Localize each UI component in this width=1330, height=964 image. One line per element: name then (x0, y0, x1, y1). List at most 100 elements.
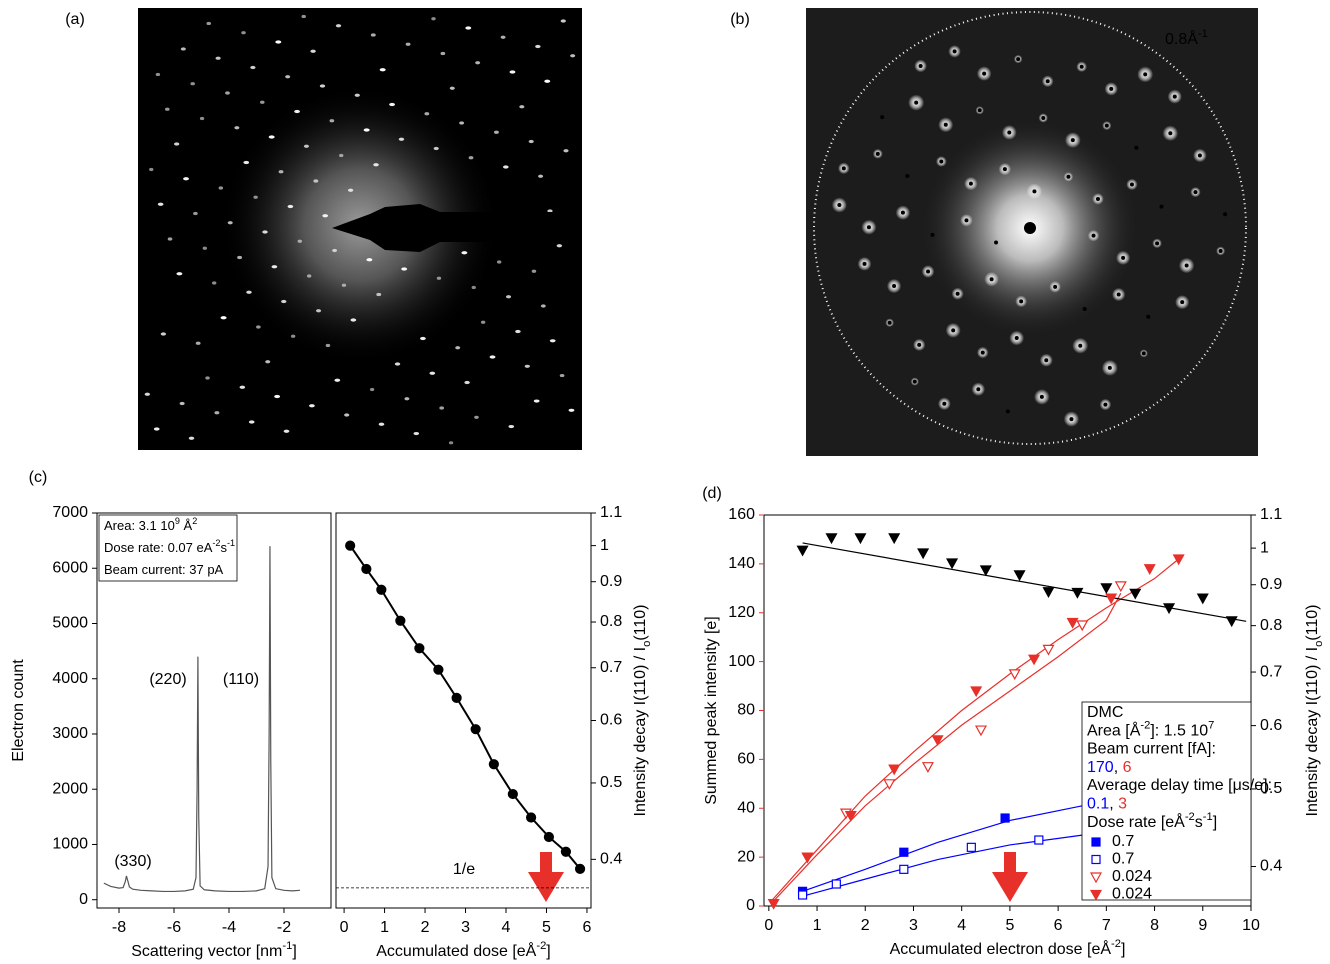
x-axis-label: Accumulated electron dose [eÅ-2] (890, 938, 1126, 958)
diffraction-spot (1016, 57, 1021, 62)
panel-label: (b) (730, 11, 750, 28)
marker (979, 565, 992, 577)
diffraction-spot (505, 295, 512, 299)
marker (1114, 581, 1127, 593)
marker (1066, 617, 1079, 629)
x-tick-label: 6 (582, 919, 591, 936)
diffraction-spot (313, 179, 319, 183)
diffraction-spot (1005, 409, 1010, 414)
diffraction-spot (980, 350, 985, 355)
data-line (103, 546, 300, 893)
text-segment: -2 (536, 940, 546, 952)
diffraction-spot (1066, 174, 1071, 179)
diffraction-spot (188, 436, 195, 440)
text-segment: -1 (1203, 811, 1213, 823)
diffraction-spot (424, 112, 430, 116)
x-tick-label: 4 (502, 919, 511, 936)
diffraction-spot (202, 246, 207, 250)
diffraction-spot (215, 56, 221, 60)
diffraction-spot (149, 167, 154, 172)
marker (1129, 588, 1142, 600)
y-tick-label: 140 (728, 555, 755, 572)
diffraction-spot (401, 267, 408, 271)
diffraction-spot (837, 203, 842, 208)
diffraction-spot (449, 86, 455, 90)
text-segment: o (641, 641, 653, 647)
diffraction-spot (1121, 255, 1126, 260)
marker (801, 852, 814, 864)
diffraction-spot (474, 415, 479, 419)
diffraction-spot (373, 163, 379, 167)
diffraction-spot (379, 68, 386, 72)
diffraction-spot (243, 160, 250, 165)
fit-line (770, 592, 1122, 904)
text-segment: Average delay time [μs/e]: (1087, 777, 1272, 794)
diffraction-spot (880, 115, 885, 120)
y-axis-label: Summed peak intensity [e] (703, 616, 720, 805)
text-segment: ] (1213, 814, 1217, 831)
marker (854, 533, 867, 545)
text-segment: s (221, 540, 228, 555)
text-segment: Å (180, 518, 193, 533)
x-tick-label: 7 (1102, 917, 1111, 934)
text-segment: Accumulated dose [eÅ (376, 941, 536, 960)
fit-line (770, 558, 1180, 902)
text-segment: -2 (1111, 938, 1121, 950)
marker (1000, 813, 1010, 823)
diffraction-spot (153, 427, 160, 431)
legend-header: DMC (1087, 704, 1123, 721)
diffraction-spot (508, 424, 515, 429)
y-tick-label: 1.1 (600, 504, 622, 521)
text-segment: 7 (1208, 719, 1214, 731)
diffraction-spot (887, 320, 892, 325)
diffraction-spot (157, 202, 164, 206)
diffraction-spot (892, 284, 897, 289)
marker (345, 540, 356, 551)
legend-marker (1091, 837, 1101, 847)
diffraction-spot (519, 105, 525, 109)
y-tick-label: 2000 (52, 780, 88, 797)
central-beam (1024, 222, 1036, 234)
y-tick-label: 1000 (52, 836, 88, 853)
diffraction-spot (1109, 86, 1114, 91)
marker (470, 724, 481, 735)
marker (560, 846, 572, 857)
x-tick-label: 9 (1198, 917, 1207, 934)
diffraction-spot (225, 91, 230, 95)
text-segment: -2 (212, 538, 220, 548)
diffraction-spot (253, 195, 258, 199)
diffraction-spot (1032, 189, 1037, 194)
marker (414, 643, 425, 654)
diffraction-spot (900, 210, 905, 215)
diffraction-spots (144, 14, 1228, 445)
text-segment: Dose rate [eÅ (1087, 812, 1185, 831)
diffraction-spot (461, 251, 468, 255)
arrow (528, 852, 564, 902)
x-tick-label: 0 (340, 919, 349, 936)
text-segment: ] (292, 943, 296, 960)
info-box (98, 514, 238, 582)
y-axis-label: Intensity decay I(110) / Io(110) (632, 605, 653, 817)
diffraction-spot (493, 130, 499, 134)
diffraction-spot (334, 378, 341, 382)
diffraction-spot (285, 75, 291, 79)
resolution-circle (813, 11, 1247, 445)
diffraction-spot (952, 49, 957, 54)
diffraction-spot (448, 441, 454, 445)
diffraction-spot (332, 248, 338, 253)
y2-axis-label: Intensity decay I(110) / Io(110) (1304, 605, 1325, 817)
diffraction-spot (459, 121, 465, 125)
x-tick-label: 5 (542, 919, 551, 936)
diffraction-spot (1223, 212, 1228, 217)
diffraction-spot (455, 346, 461, 350)
marker (1042, 644, 1055, 656)
plot-frame (96, 512, 332, 909)
marker (899, 864, 909, 874)
diffraction-spot (914, 100, 919, 105)
diffraction-spot (1146, 314, 1151, 319)
diffraction-spot (560, 19, 566, 23)
diffraction-spot (394, 362, 401, 366)
x-axis-label: Accumulated dose [eÅ-2] (376, 940, 551, 960)
text-segment: Beam current [fA]: (1087, 741, 1216, 758)
diffraction-spot (354, 93, 360, 97)
